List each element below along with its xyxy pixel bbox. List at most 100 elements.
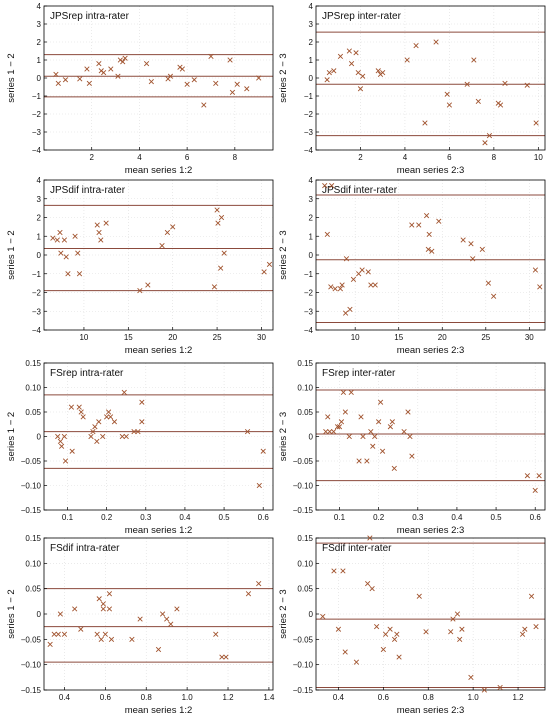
data-point <box>325 414 331 420</box>
x-tick-label: 0.4 <box>59 693 71 702</box>
y-tick-label: −3 <box>32 128 42 137</box>
data-point-stroke <box>382 631 389 637</box>
data-point-stroke <box>328 284 334 290</box>
data-point-stroke <box>533 120 539 126</box>
data-point <box>497 684 503 691</box>
data-point-stroke <box>454 611 461 617</box>
data-point <box>137 616 143 622</box>
data-point-stroke <box>102 631 108 637</box>
data-point <box>77 76 83 82</box>
data-point <box>460 237 466 243</box>
data-point-stroke <box>468 674 474 680</box>
data-point <box>61 433 67 440</box>
data-point <box>396 654 402 660</box>
y-tick-label: 3 <box>37 195 42 204</box>
data-point <box>522 626 528 632</box>
data-point <box>357 86 364 92</box>
data-point <box>129 636 135 642</box>
data-point-stroke <box>491 293 497 299</box>
data-point <box>72 233 78 239</box>
data-point-stroke <box>201 102 207 108</box>
data-point-stroke <box>327 428 333 435</box>
data-point <box>528 593 535 599</box>
x-tick-label: 0.3 <box>412 513 424 522</box>
data-point-stroke <box>339 282 345 288</box>
data-point-stroke <box>164 616 170 622</box>
data-point-stroke <box>485 280 492 286</box>
x-tick-label: 15 <box>394 333 403 342</box>
y-tick-label: 0.15 <box>297 534 313 543</box>
data-point-stroke <box>213 631 219 637</box>
data-point-stroke <box>76 271 83 277</box>
data-point-stroke <box>115 73 121 79</box>
data-point <box>524 473 531 479</box>
data-point <box>98 237 104 243</box>
data-point-stroke <box>416 593 422 599</box>
data-point-stroke <box>69 448 75 454</box>
data-point-stroke <box>137 616 143 622</box>
data-point <box>454 611 461 617</box>
data-point-stroke <box>96 419 102 425</box>
chart-title: JPSrep inter-rater <box>322 11 402 22</box>
data-point <box>359 267 365 273</box>
data-point <box>532 487 538 494</box>
data-point-stroke <box>360 73 366 79</box>
data-point-stroke <box>479 246 485 252</box>
data-point-stroke <box>460 237 466 243</box>
data-point <box>57 611 63 617</box>
data-point-stroke <box>145 282 151 288</box>
data-point-stroke <box>256 75 262 81</box>
data-point <box>244 86 250 92</box>
x-tick-label: 0.6 <box>100 693 112 702</box>
y-tick-label: 0.10 <box>25 559 41 568</box>
chart-title: FSrep intra-rater <box>50 368 124 379</box>
data-point-stroke <box>211 284 218 290</box>
data-point-stroke <box>423 213 430 219</box>
x-tick-label: 25 <box>481 333 490 342</box>
data-point-stroke <box>120 59 126 65</box>
x-tick-label: 30 <box>525 333 534 342</box>
x-tick-label: 4 <box>403 153 408 162</box>
y-tick-label: 1 <box>37 56 42 65</box>
data-point <box>365 580 371 587</box>
chart-panel-4: 10 15 20 25 30 −4 −3 −2 −1 0 1 2 3 4 JPSdif inter-rate… <box>278 176 546 356</box>
chart-title: FSdif inter-rater <box>322 543 392 554</box>
data-point <box>61 237 68 243</box>
y-tick-label: 0 <box>37 433 42 442</box>
data-point-stroke <box>80 414 86 420</box>
data-point <box>266 261 273 267</box>
data-point <box>342 409 348 415</box>
data-point <box>423 629 429 635</box>
data-point <box>135 428 141 435</box>
data-point <box>215 220 221 226</box>
data-point <box>322 183 328 189</box>
y-tick-label: −2 <box>32 110 42 119</box>
chart-panel-5: 0.1 0.2 0.3 0.4 0.5 0.6 −0.15 −0.10 −0.05 0 0.05 0.… <box>6 359 274 536</box>
y-tick-label: 4 <box>309 176 314 185</box>
y-tick-label: −0.15 <box>293 686 314 695</box>
data-point <box>256 482 262 489</box>
data-point-stroke <box>139 399 145 405</box>
y-tick-label: −0.10 <box>21 661 42 670</box>
data-point-stroke <box>86 80 92 87</box>
data-point-stroke <box>404 57 410 63</box>
data-point <box>475 98 481 105</box>
y-tick-label: 0.15 <box>25 359 41 368</box>
data-point-stroke <box>368 282 374 288</box>
data-point <box>63 254 69 260</box>
data-point <box>78 626 84 632</box>
data-point-stroke <box>391 636 398 642</box>
data-point <box>324 231 330 237</box>
chart-panel-6: 0.1 0.2 0.3 0.4 0.5 0.6 −0.15 −0.10 −0.05 0 0.05 0.… <box>278 359 546 536</box>
data-point-stroke <box>324 77 330 83</box>
data-point <box>433 39 439 45</box>
data-point-stroke <box>325 414 331 420</box>
data-point-stroke <box>135 428 141 435</box>
data-point <box>100 606 106 612</box>
data-point-stroke <box>164 229 170 236</box>
data-point-stroke <box>101 69 107 76</box>
data-point <box>218 214 225 221</box>
data-point <box>330 428 337 435</box>
x-tick-label: 0.3 <box>140 513 152 522</box>
x-tick-label: 4 <box>137 153 142 162</box>
